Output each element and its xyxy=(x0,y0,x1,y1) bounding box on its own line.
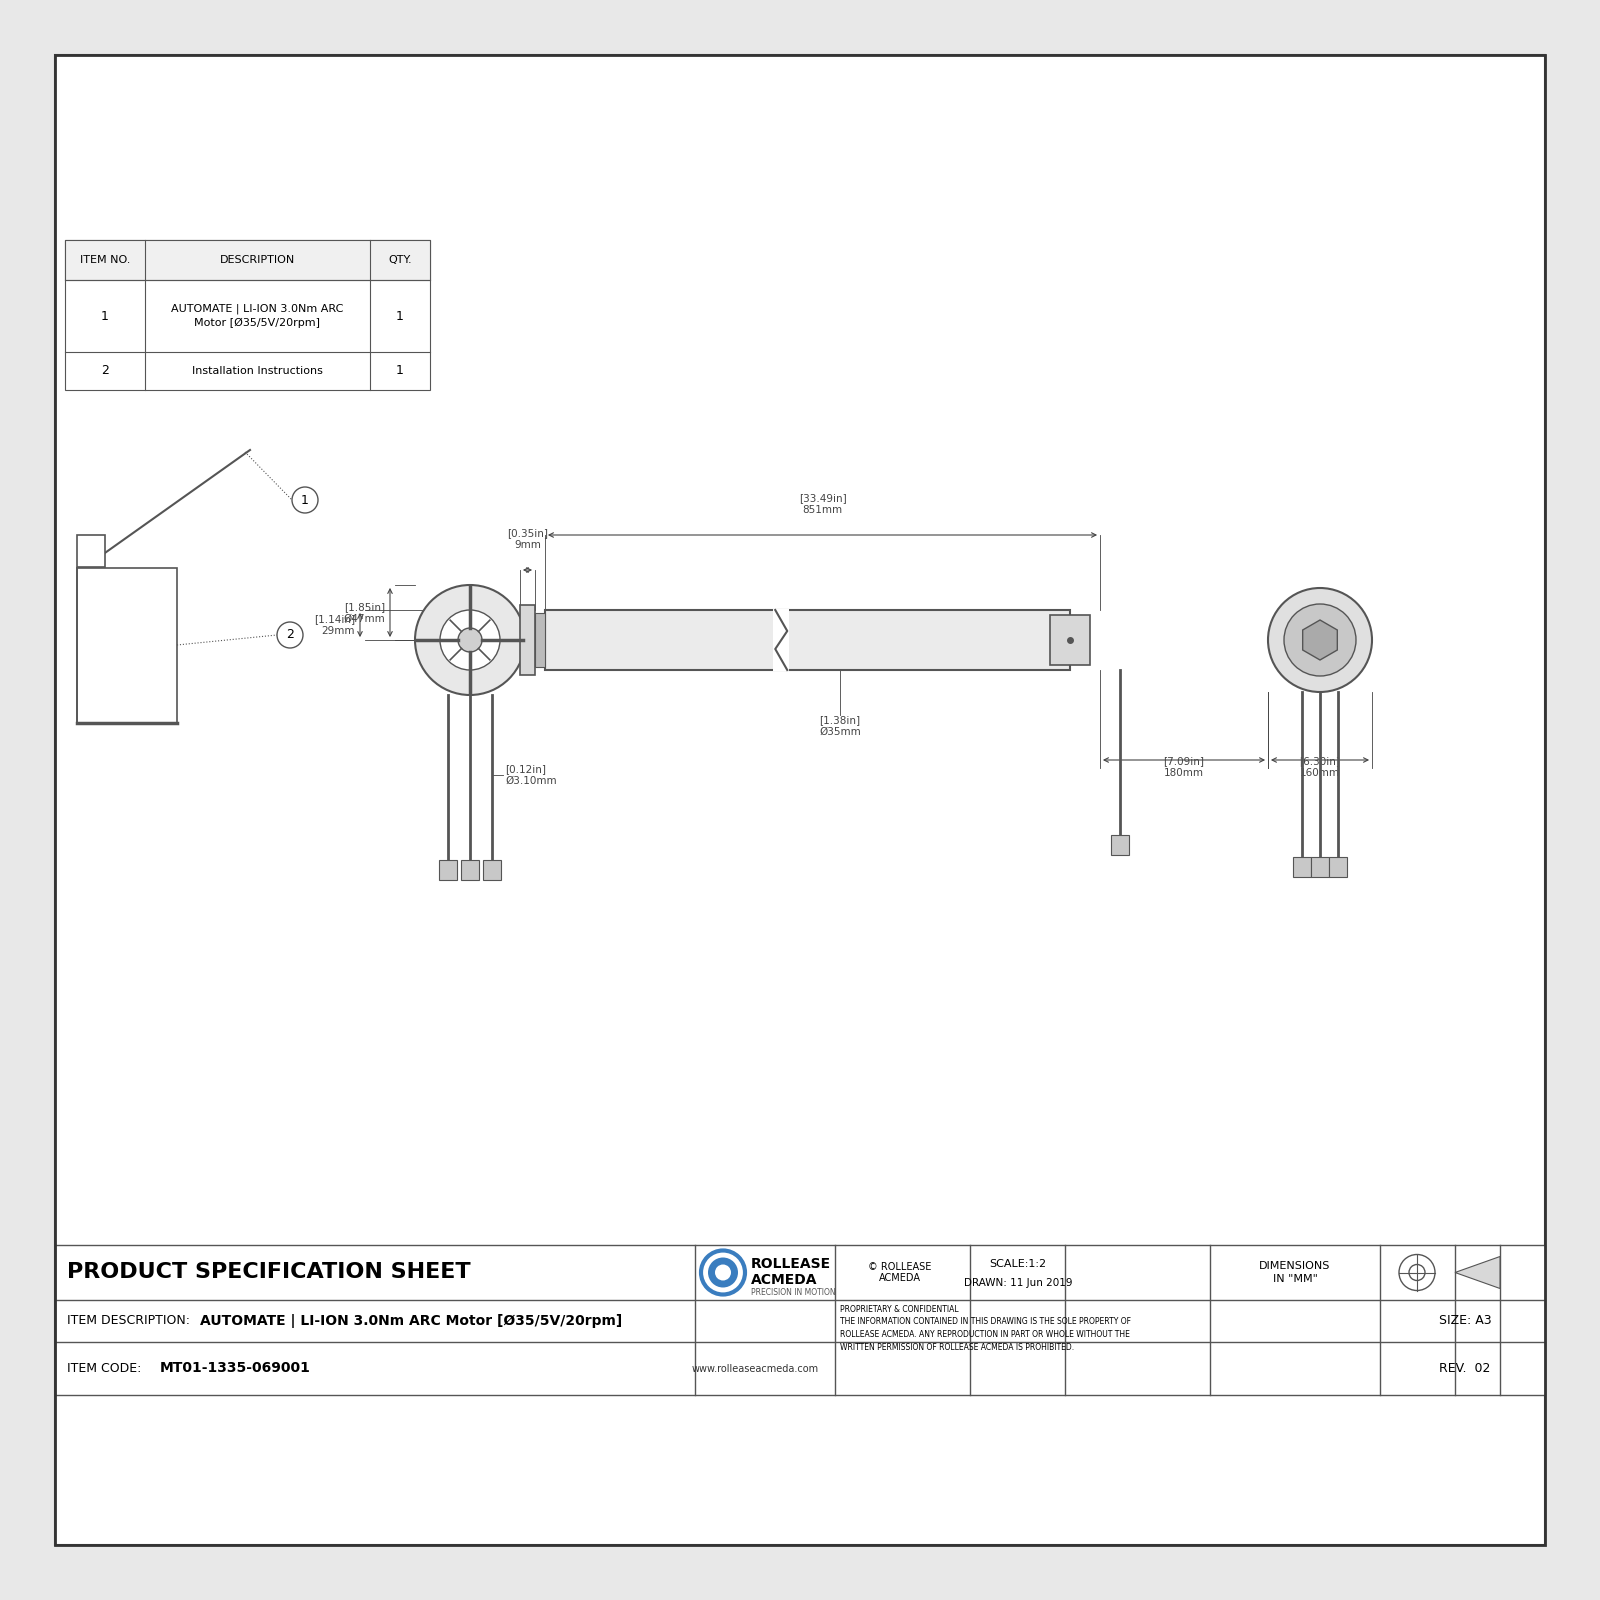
Circle shape xyxy=(458,627,482,653)
Text: DIMENSIONS
IN "MM": DIMENSIONS IN "MM" xyxy=(1259,1261,1331,1283)
Bar xyxy=(773,610,789,670)
Text: SCALE:1:2: SCALE:1:2 xyxy=(989,1259,1046,1269)
Bar xyxy=(54,1245,1546,1395)
Bar xyxy=(483,861,501,880)
Text: © ROLLEASE
ACMEDA: © ROLLEASE ACMEDA xyxy=(869,1262,931,1283)
Bar xyxy=(520,605,534,675)
Text: DRAWN: 11 Jun 2019: DRAWN: 11 Jun 2019 xyxy=(963,1278,1072,1288)
Text: PRECISION IN MOTION: PRECISION IN MOTION xyxy=(750,1288,835,1298)
Bar xyxy=(1330,858,1347,877)
Bar xyxy=(66,240,430,390)
Text: 1: 1 xyxy=(397,309,403,323)
Circle shape xyxy=(1410,1264,1426,1280)
Bar xyxy=(77,568,178,723)
Bar xyxy=(546,610,1070,670)
Text: DESCRIPTION: DESCRIPTION xyxy=(219,254,294,266)
Text: 1: 1 xyxy=(101,309,109,323)
Text: 2: 2 xyxy=(286,629,294,642)
Bar xyxy=(534,613,546,667)
Bar xyxy=(438,861,458,880)
Text: [0.35in]
9mm: [0.35in] 9mm xyxy=(507,528,547,550)
Text: AUTOMATE | LI-ION 3.0Nm ARC Motor [Ø35/5V/20rpm]: AUTOMATE | LI-ION 3.0Nm ARC Motor [Ø35/5… xyxy=(200,1314,622,1328)
Bar xyxy=(77,534,106,566)
Polygon shape xyxy=(1454,1256,1501,1288)
Polygon shape xyxy=(1302,619,1338,659)
Circle shape xyxy=(707,1258,738,1288)
Bar xyxy=(66,240,430,280)
Text: Installation Instructions: Installation Instructions xyxy=(192,366,323,376)
Text: ACMEDA: ACMEDA xyxy=(750,1274,818,1288)
Text: [1.14in]
29mm: [1.14in] 29mm xyxy=(314,614,355,635)
Text: ROLLEASE: ROLLEASE xyxy=(750,1258,830,1272)
Circle shape xyxy=(440,610,499,670)
Text: www.rolleaseacmeda.com: www.rolleaseacmeda.com xyxy=(691,1363,819,1373)
Text: [1.85in]
Ø47mm: [1.85in] Ø47mm xyxy=(344,602,386,624)
Circle shape xyxy=(701,1251,746,1294)
Bar xyxy=(1110,835,1130,854)
Text: QTY.: QTY. xyxy=(389,254,411,266)
Text: ITEM DESCRIPTION:: ITEM DESCRIPTION: xyxy=(67,1315,190,1328)
Bar xyxy=(1050,614,1090,666)
Text: [33.49in]
851mm: [33.49in] 851mm xyxy=(798,493,846,515)
Text: PRODUCT SPECIFICATION SHEET: PRODUCT SPECIFICATION SHEET xyxy=(67,1262,470,1283)
Text: SIZE: A3: SIZE: A3 xyxy=(1438,1315,1491,1328)
Text: ITEM NO.: ITEM NO. xyxy=(80,254,130,266)
Text: 1: 1 xyxy=(397,365,403,378)
Circle shape xyxy=(414,586,525,694)
Text: REV.  02: REV. 02 xyxy=(1440,1362,1491,1374)
Text: [1.38in]
Ø35mm: [1.38in] Ø35mm xyxy=(819,715,861,736)
Bar xyxy=(1310,858,1330,877)
Bar xyxy=(1293,858,1310,877)
Circle shape xyxy=(291,486,318,514)
Text: 1: 1 xyxy=(301,493,309,507)
Text: [6.30in]
160mm: [6.30in] 160mm xyxy=(1299,757,1341,778)
Text: PROPRIETARY & CONFIDENTIAL
THE INFORMATION CONTAINED IN THIS DRAWING IS THE SOLE: PROPRIETARY & CONFIDENTIAL THE INFORMATI… xyxy=(840,1306,1131,1352)
Text: AUTOMATE | LI-ION 3.0Nm ARC
Motor [Ø35/5V/20rpm]: AUTOMATE | LI-ION 3.0Nm ARC Motor [Ø35/5… xyxy=(171,304,344,328)
Text: 2: 2 xyxy=(101,365,109,378)
Text: [0.12in]
Ø3.10mm: [0.12in] Ø3.10mm xyxy=(506,765,557,786)
Text: [7.09in]
180mm: [7.09in] 180mm xyxy=(1163,757,1205,778)
Circle shape xyxy=(1398,1254,1435,1291)
Bar xyxy=(461,861,478,880)
Text: MT01-1335-069001: MT01-1335-069001 xyxy=(160,1362,310,1376)
Circle shape xyxy=(715,1264,731,1280)
Circle shape xyxy=(277,622,302,648)
Circle shape xyxy=(1283,603,1357,675)
Text: ITEM CODE:: ITEM CODE: xyxy=(67,1362,141,1374)
Circle shape xyxy=(1267,587,1373,691)
